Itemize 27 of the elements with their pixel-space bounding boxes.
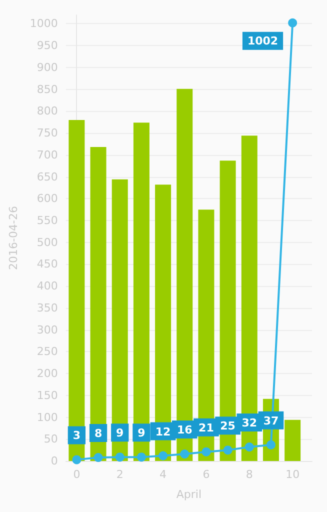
data-label: 32: [242, 416, 258, 430]
data-label: 12: [155, 425, 171, 438]
point: [202, 447, 211, 456]
data-label: 9: [138, 426, 146, 440]
bar: [284, 420, 301, 461]
point: [94, 453, 103, 462]
point: [136, 452, 146, 462]
data-label: 16: [176, 424, 193, 437]
point: [72, 455, 82, 464]
bar: [133, 122, 150, 461]
data-label: 25: [220, 420, 236, 433]
point: [223, 446, 232, 455]
point: [288, 18, 298, 28]
point: [158, 451, 168, 460]
data-label: 9: [116, 426, 124, 440]
bar: [112, 179, 128, 461]
data-label: 1002: [247, 34, 278, 48]
data-label: 21: [198, 421, 214, 434]
bar: [68, 120, 85, 461]
point: [266, 440, 276, 450]
data-label: 3: [72, 429, 81, 442]
point: [244, 442, 254, 452]
point: [180, 450, 190, 458]
data-label: 8: [94, 427, 102, 440]
point: [115, 452, 124, 462]
data-label: 37: [263, 414, 279, 428]
bar: [90, 147, 106, 461]
